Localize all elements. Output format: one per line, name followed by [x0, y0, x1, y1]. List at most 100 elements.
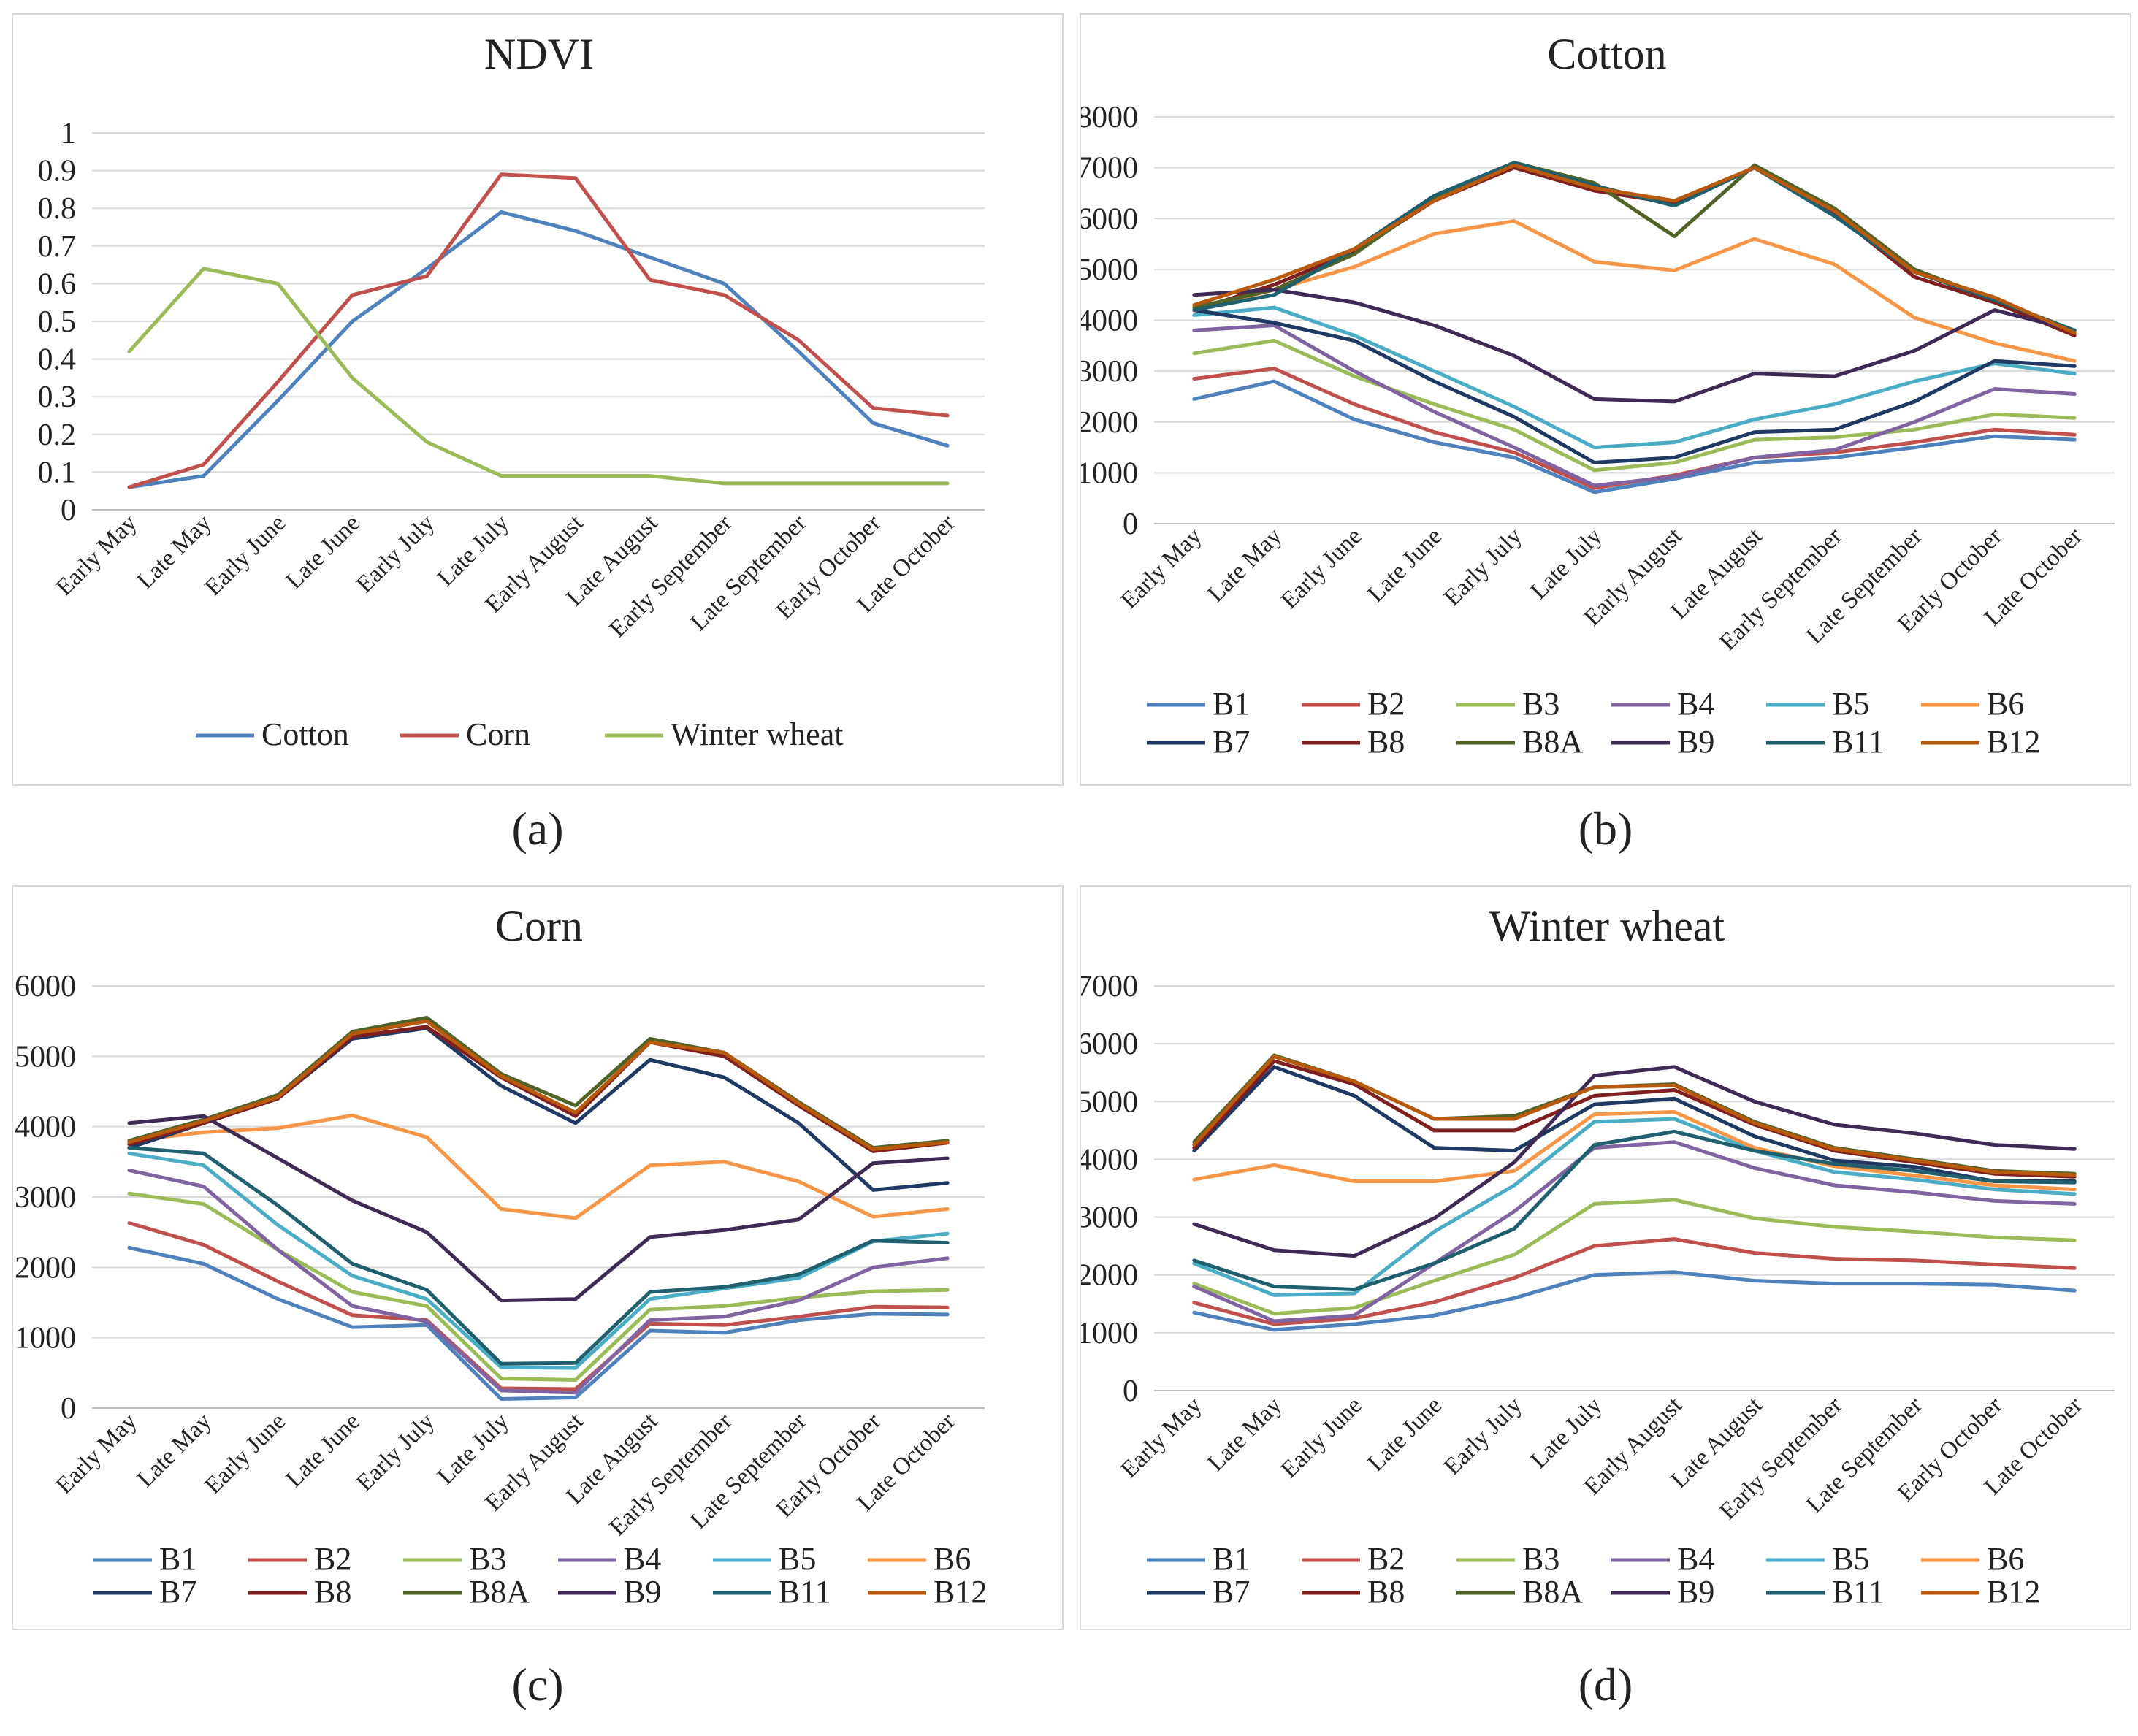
y-tick-label: 2000 [1081, 406, 1138, 440]
winter-wheat-chart: Winter wheat 0 1000 2000 3000 4000 5000 6000 700… [1081, 902, 2115, 1610]
series-line-b7 [127, 1026, 950, 1192]
y-tick-label: 2000 [15, 1251, 76, 1285]
series-line-b12 [1192, 163, 2077, 335]
legend-label: B8 [1367, 724, 1405, 760]
x-tick-label: Early July [351, 1408, 440, 1496]
legend-label: B2 [1367, 686, 1405, 722]
y-tick-label: 0 [1123, 1374, 1138, 1408]
legend-item-corn: Corn [400, 716, 530, 752]
legend-item-b4: B4 [1611, 686, 1714, 722]
legend-item-b6: B6 [1921, 686, 2024, 722]
legend-label: B1 [1213, 686, 1250, 722]
legend-item-b8a: B8A [1456, 724, 1583, 760]
x-tick-label: Late May [1203, 523, 1288, 608]
y-tick-label: 6000 [1081, 1028, 1138, 1061]
legend-item-b12: B12 [868, 1574, 987, 1610]
y-tick-label: 4000 [1081, 305, 1138, 338]
x-tick-label: Late July [1526, 523, 1608, 605]
legend-label: B8A [1522, 1574, 1583, 1610]
series-line-b11 [1192, 1129, 2077, 1291]
legend-label: B3 [1522, 686, 1559, 722]
legend-label: B9 [624, 1574, 661, 1610]
legend-item-b8: B8 [248, 1574, 351, 1610]
legend-label: B4 [1677, 1541, 1714, 1577]
y-tick-label: 3000 [1081, 355, 1138, 389]
series-line-b4 [127, 1168, 950, 1395]
legend-item-b7: B7 [1147, 1574, 1250, 1610]
legend-label: B4 [1677, 686, 1714, 722]
series-line-b9 [127, 1114, 950, 1303]
y-tick-label: 4000 [15, 1111, 76, 1144]
legend-item-b3: B3 [1456, 1541, 1559, 1577]
legend-label: B8A [1522, 724, 1583, 760]
series-line-b12 [1192, 1055, 2077, 1177]
y-tick-label: 0 [61, 494, 76, 527]
legend-label: B8A [469, 1574, 530, 1610]
legend-item-b8a: B8A [403, 1574, 530, 1610]
series-line-b9 [1192, 288, 2077, 404]
legend-item-b8: B8 [1302, 724, 1405, 760]
x-tick-label: Early June [1276, 1392, 1367, 1483]
y-tick-label: 0.9 [38, 155, 77, 188]
legend-item-winter-wheat: Winter wheat [605, 716, 843, 752]
y-tick-label: 0.2 [38, 418, 77, 452]
series-line-b2 [127, 1221, 950, 1391]
legend-item-b3: B3 [403, 1541, 506, 1577]
legend-label: B5 [1832, 1541, 1869, 1577]
caption-c: (c) [511, 1659, 564, 1710]
series-line-winter-wheat [127, 267, 950, 486]
y-tick-label: 0.6 [38, 267, 77, 301]
caption-a: (a) [511, 803, 564, 854]
legend-label: B3 [1522, 1541, 1559, 1577]
legend-item-cotton: Cotton [196, 716, 349, 752]
chart-panel-ndvi: NDVI 0 0.1 0.2 0.3 0.4 0.5 0.6 0.7 0.8 0.9 1 Early M… [12, 13, 1064, 786]
legend-item-b11: B11 [1766, 1574, 1885, 1610]
series-line-b6 [1192, 1110, 2077, 1192]
y-tick-label: 1000 [1081, 1317, 1138, 1350]
legend-item-b12: B12 [1921, 1574, 2040, 1610]
series-line-b11 [1192, 161, 2077, 332]
legend-label: B11 [1832, 1574, 1885, 1610]
cotton-chart: Cotton 0 1000 2000 3000 4000 5000 6000 7000 8000 E… [1081, 30, 2115, 760]
legend-item-b6: B6 [1921, 1541, 2024, 1577]
y-tick-label: 0 [1123, 508, 1138, 541]
legend-label: B12 [934, 1574, 987, 1610]
series-line-cotton [127, 210, 950, 489]
x-tick-label: Early July [1439, 1392, 1527, 1480]
legend-item-b1: B1 [1147, 686, 1250, 722]
series-line-b5 [1192, 305, 2077, 450]
chart-panel-corn: Corn 0 1000 2000 3000 4000 5000 6000 Early May La… [12, 885, 1064, 1630]
legend-item-b2: B2 [1302, 686, 1405, 722]
legend-label: Winter wheat [671, 716, 843, 752]
legend-item-b11: B11 [1766, 724, 1885, 760]
legend-label: B6 [1987, 1541, 2024, 1577]
x-tick-label: Late May [1203, 1392, 1288, 1477]
y-tick-label: 0.7 [38, 230, 77, 264]
series-line-b12 [127, 1019, 950, 1151]
series-line-b4 [1192, 324, 2077, 488]
legend-label: B8 [1367, 1574, 1405, 1610]
legend-item-b2: B2 [248, 1541, 351, 1577]
y-tick-label: 6000 [15, 970, 76, 1003]
legend-item-b2: B2 [1302, 1541, 1405, 1577]
x-tick-label: Late June [1363, 523, 1448, 608]
legend-item-b9: B9 [1611, 1574, 1714, 1610]
y-tick-label: 1000 [1081, 456, 1138, 490]
series-line-b9 [1192, 1065, 2077, 1258]
y-tick-label: 7000 [1081, 970, 1138, 1003]
series-line-b5 [127, 1151, 950, 1370]
y-tick-label: 3000 [15, 1181, 76, 1215]
caption-b: (b) [1578, 803, 1633, 854]
legend-item-b8a: B8A [1456, 1574, 1583, 1610]
legend-label: B5 [1832, 686, 1869, 722]
y-tick-label: 5000 [15, 1040, 76, 1074]
legend-label: B12 [1987, 1574, 2040, 1610]
y-tick-label: 4000 [1081, 1143, 1138, 1177]
legend-label: B9 [1677, 724, 1714, 760]
legend-item-b7: B7 [1147, 724, 1250, 760]
series-line-b3 [1192, 1198, 2077, 1316]
chart-title: Cotton [1547, 30, 1666, 78]
legend-label: B6 [1987, 686, 2024, 722]
